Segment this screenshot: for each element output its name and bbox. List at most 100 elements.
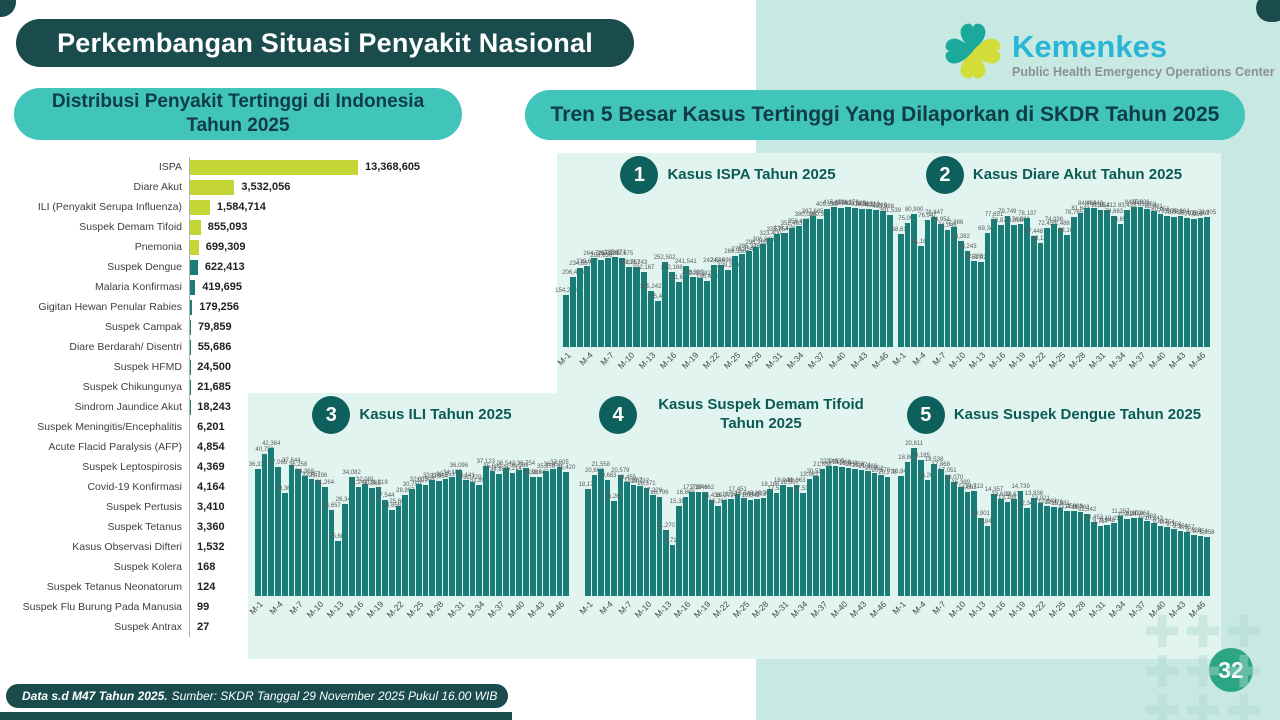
- disease-label: Suspek Meningitis/Encephalitis: [37, 421, 182, 433]
- bar: 19,185: [912, 453, 930, 596]
- trend-chart-header: 3 Kasus ILI Tahun 2025: [255, 396, 569, 434]
- bar: 79,749: [998, 209, 1017, 347]
- bar: 74,938: [1045, 217, 1063, 347]
- distribution-row: Kasus Observasi Difteri 1,532: [8, 537, 478, 557]
- bar-value-label: 72,986: [944, 219, 964, 226]
- x-tick: [1044, 596, 1050, 641]
- rank-badge: 3: [312, 396, 351, 434]
- bar-value-label: 32,035: [409, 477, 428, 484]
- bar-cell: 4,164: [189, 477, 478, 497]
- bar: 77,956: [1185, 212, 1203, 347]
- x-tick: [282, 596, 288, 641]
- bar: 12,348: [1018, 501, 1036, 596]
- bar: 78,905: [1198, 210, 1216, 347]
- bar: 10,964: [1131, 511, 1150, 596]
- bar-value-label: 72,488: [1051, 220, 1070, 227]
- bar-value-label: 238,757: [618, 259, 641, 266]
- distribution-row: Diare Akut 3,532,056: [8, 177, 478, 197]
- x-tick: [1104, 596, 1110, 641]
- trend-header: Tren 5 Besar Kasus Tertinggi Yang Dilapo…: [525, 90, 1245, 140]
- bar-value-label: 13,021: [1031, 496, 1050, 503]
- bar: 34,082: [343, 470, 361, 596]
- bar-value-label: 26,342: [335, 496, 355, 503]
- bar-value-label: 22,135: [826, 459, 845, 466]
- x-tick: M-31: [770, 596, 791, 641]
- bar-value-label: 78,953: [1164, 210, 1183, 217]
- x-tick: M-40: [1147, 596, 1168, 641]
- x-tick: [945, 596, 951, 641]
- x-tick: M-7: [930, 596, 947, 641]
- disease-label: Suspek Campak: [104, 321, 182, 333]
- x-tick: M-25: [721, 347, 742, 392]
- x-tick: [670, 596, 676, 641]
- bar-value-label: 17,748: [689, 484, 708, 491]
- bar: 84,926: [1125, 200, 1143, 347]
- x-tick: [925, 347, 931, 392]
- disease-label: Suspek Flu Burung Pada Manusia: [22, 601, 182, 613]
- bar-value-label: 67,448: [1024, 228, 1044, 235]
- x-tick: [965, 596, 971, 641]
- bar: 74,653: [1111, 217, 1130, 347]
- bar-value-label: 24,658: [382, 502, 402, 509]
- x-tick: M-28: [1067, 596, 1088, 641]
- disease-label: ISPA: [158, 161, 182, 173]
- bar-value-label: 165,242: [639, 284, 662, 291]
- bar-value-label: 51,923: [971, 254, 990, 261]
- bar: 82,481: [1145, 204, 1163, 347]
- x-tick: [1184, 596, 1190, 641]
- distribution-row: Sindrom Jaundice Akut 18,243: [8, 397, 478, 417]
- bar: 18,737: [631, 479, 649, 596]
- bar: 12,381: [1051, 501, 1070, 596]
- bar: 31,242: [349, 480, 368, 596]
- bar: 31,264: [316, 480, 334, 596]
- bar: 208,380: [682, 270, 704, 347]
- bar: 33,945: [530, 470, 549, 596]
- bar-value-label: 403,988: [872, 203, 894, 210]
- x-tick: [965, 347, 971, 392]
- bar: 10,928: [1125, 511, 1143, 596]
- bar-value-label: 36,096: [449, 462, 469, 469]
- bar: 79,684: [1158, 209, 1176, 347]
- disease-label: Suspek Dengue: [107, 261, 182, 273]
- bar: 33,196: [309, 473, 327, 596]
- bar-value-label: 25,662: [389, 499, 408, 506]
- x-tick: [925, 596, 931, 641]
- bar: 13,619: [991, 492, 1010, 596]
- x-tick: [1204, 347, 1210, 392]
- bar-value-label: 99: [197, 601, 210, 613]
- bar: 36,338: [249, 462, 267, 596]
- bar: 391,539: [879, 208, 901, 347]
- bar-value-label: 32,964: [429, 473, 449, 480]
- bar-value-label: 22,145: [819, 459, 839, 465]
- x-tick: [612, 347, 618, 392]
- disease-label: Suspek Tetanus Neonatorum: [46, 581, 182, 593]
- bar-value-label: 13,836: [1024, 490, 1044, 497]
- bar-value-label: 10,901: [971, 511, 990, 518]
- disease-label: Suspek Chikungunya: [82, 381, 182, 393]
- rank-badge: 1: [620, 156, 659, 194]
- x-tick: M-10: [616, 347, 637, 392]
- bar-value-label: 9,948: [1099, 518, 1115, 525]
- bar-value-label: 10,251: [1104, 516, 1124, 523]
- x-tick: M-13: [325, 596, 346, 641]
- x-tick: [655, 347, 661, 392]
- bar-value-label: 21,658: [845, 461, 865, 468]
- disease-label: Acute Flacid Paralysis (AFP): [48, 441, 182, 453]
- bar: 64,382: [952, 234, 970, 347]
- bar: [190, 219, 201, 235]
- bar: 206,426: [562, 270, 584, 347]
- trend-chart-diare-akut: 2 Kasus Diare Akut Tahun 2025 68,618 75,0…: [890, 156, 1216, 392]
- x-tick: M-37: [809, 596, 830, 641]
- bar-value-label: 323,400: [759, 231, 782, 238]
- corner-decoration-top-left: [0, 0, 16, 17]
- bar-value-label: 622,413: [204, 261, 245, 273]
- bar: 37,065: [269, 460, 287, 596]
- bar: [190, 279, 196, 295]
- distribution-row: Suspek Demam Tifoid 855,093: [8, 217, 478, 237]
- bar-value-label: 76,947: [918, 213, 937, 220]
- x-tick: [1144, 596, 1150, 641]
- x-tick: [423, 596, 429, 641]
- bar: 16,763: [754, 491, 773, 596]
- bar: 78,405: [1178, 211, 1196, 347]
- bar: 31,759: [416, 478, 435, 596]
